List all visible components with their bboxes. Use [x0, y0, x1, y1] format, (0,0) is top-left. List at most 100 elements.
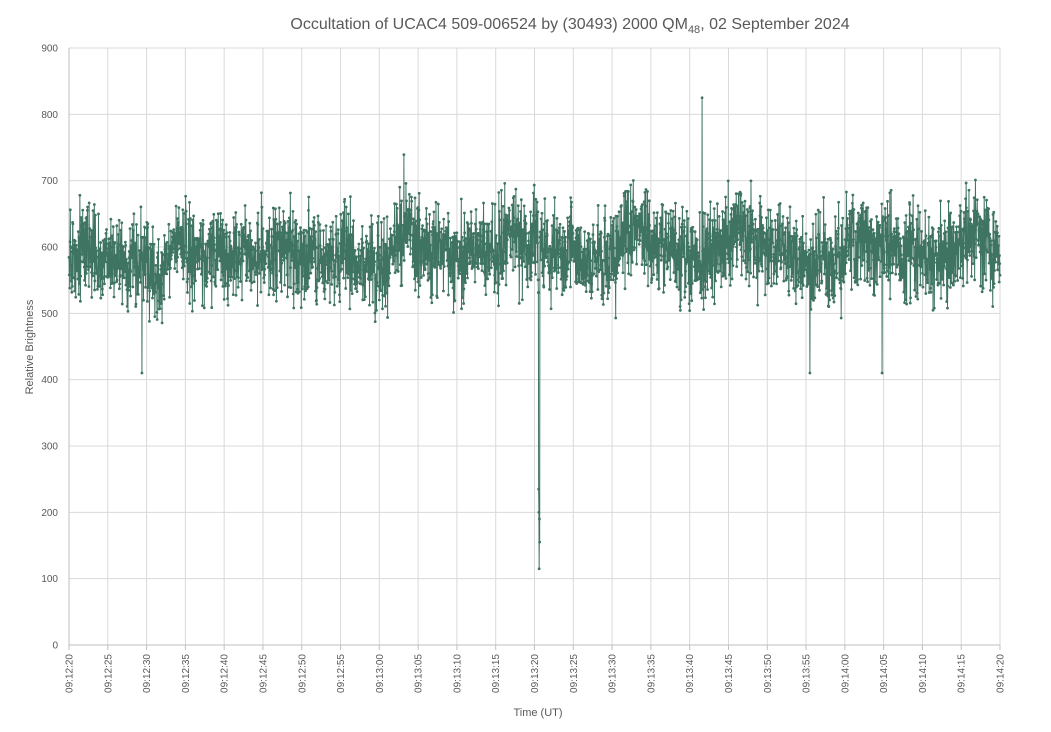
data-point: [418, 238, 422, 242]
data-point: [250, 239, 253, 242]
data-point: [488, 272, 492, 276]
data-point: [448, 247, 452, 251]
data-point: [628, 235, 632, 239]
data-point: [520, 298, 524, 302]
data-point: [551, 240, 554, 244]
data-point: [235, 264, 239, 267]
data-point: [855, 280, 859, 284]
data-point: [302, 231, 305, 235]
data-point: [91, 209, 95, 212]
data-point: [498, 262, 502, 266]
data-point: [469, 210, 473, 214]
data-point: [558, 238, 562, 242]
data-point: [724, 277, 728, 280]
data-point: [270, 235, 274, 238]
data-point: [74, 243, 78, 247]
data-point: [957, 225, 961, 229]
data-point: [576, 272, 580, 276]
data-point: [881, 247, 885, 251]
data-point: [825, 263, 829, 267]
data-point: [950, 253, 954, 257]
data-point: [584, 247, 588, 251]
data-point: [624, 247, 628, 251]
data-point: [516, 231, 520, 235]
data-point: [463, 278, 467, 282]
data-point: [503, 182, 507, 185]
data-point: [756, 261, 760, 265]
data-point: [95, 267, 99, 271]
data-point: [464, 237, 468, 240]
data-point: [237, 230, 241, 234]
data-point: [683, 225, 686, 229]
data-point: [911, 194, 915, 197]
data-point: [443, 242, 447, 245]
data-point: [840, 272, 844, 275]
data-point: [431, 222, 435, 226]
data-point: [278, 269, 282, 273]
data-point: [170, 253, 173, 257]
data-point: [924, 260, 927, 264]
data-point: [704, 296, 707, 300]
data-point: [989, 243, 993, 247]
data-point: [504, 256, 508, 260]
data-point: [719, 229, 723, 232]
data-point: [236, 268, 240, 272]
data-point: [376, 214, 380, 218]
data-point: [956, 238, 960, 242]
data-point: [319, 261, 323, 264]
data-point: [846, 238, 850, 242]
data-point: [375, 308, 378, 312]
data-point: [533, 228, 537, 232]
data-point: [777, 259, 781, 263]
data-point: [578, 228, 581, 232]
data-point: [277, 206, 281, 210]
data-point: [157, 237, 160, 241]
data-point: [723, 265, 726, 269]
data-point: [307, 276, 311, 280]
data-point: [334, 214, 338, 218]
data-point: [363, 280, 367, 284]
data-point: [906, 253, 910, 256]
data-point: [691, 229, 694, 233]
data-point: [713, 255, 717, 258]
data-point: [543, 242, 547, 246]
data-point: [734, 230, 737, 234]
data-point: [984, 221, 988, 225]
data-point: [705, 233, 709, 237]
data-point: [467, 237, 471, 241]
data-point: [998, 254, 1001, 257]
data-point: [223, 261, 227, 265]
data-point: [381, 307, 384, 311]
data-point: [720, 260, 724, 264]
data-point: [803, 268, 807, 272]
data-point: [883, 271, 887, 274]
data-point: [352, 219, 355, 223]
data-point: [129, 244, 133, 248]
data-point: [430, 293, 434, 297]
data-point: [916, 227, 920, 231]
data-point: [556, 229, 559, 233]
data-point: [700, 288, 704, 291]
data-point: [232, 216, 236, 219]
data-point: [833, 215, 837, 219]
data-point: [727, 235, 731, 239]
data-point: [111, 225, 115, 229]
data-point: [127, 288, 131, 292]
data-point: [109, 217, 113, 221]
data-point: [441, 260, 445, 264]
data-point: [474, 227, 478, 231]
data-point: [719, 285, 723, 289]
data-point: [586, 266, 589, 270]
data-point: [977, 226, 981, 230]
data-point: [988, 236, 992, 240]
data-point: [103, 282, 106, 286]
data-point: [630, 210, 633, 214]
data-point: [426, 248, 429, 252]
data-point: [197, 259, 200, 263]
data-point: [172, 231, 176, 235]
data-point: [150, 243, 154, 246]
data-point: [649, 281, 653, 284]
data-point: [571, 245, 575, 249]
data-point: [893, 230, 896, 234]
data-point: [758, 201, 762, 205]
